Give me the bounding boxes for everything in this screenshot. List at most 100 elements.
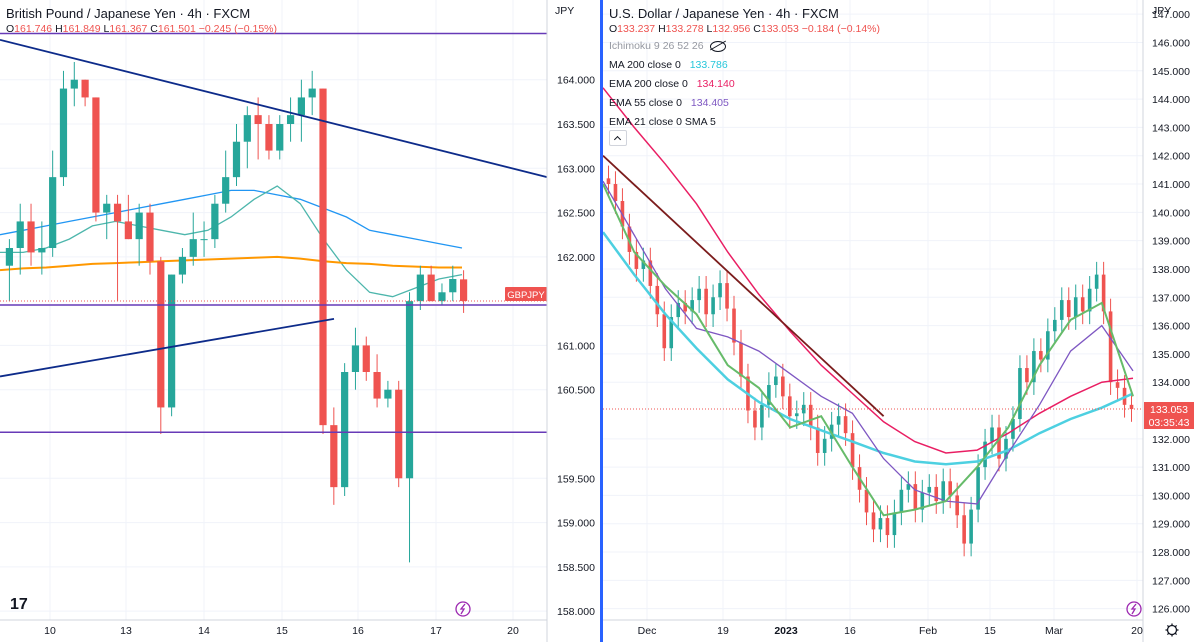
currency-label: JPY: [1152, 5, 1171, 17]
candle-body: [794, 413, 799, 417]
candle-body: [892, 512, 897, 536]
usdjpy-chart-panel[interactable]: JPY 147.000 146.000 145.000 144.000 143.000 14…: [603, 0, 1194, 642]
candle-body: [232, 141, 241, 178]
gbpjpy-ohlc: O161.746 H161.849 L161.367 C161.501 −0.2…: [6, 23, 277, 35]
candle-body: [655, 285, 660, 315]
candle-body: [27, 221, 35, 253]
time-tick-label: Mar: [1045, 625, 1064, 637]
gbpjpy-moving-averages: [0, 185, 463, 298]
candle-body: [969, 509, 973, 544]
candle-body: [157, 261, 165, 408]
candle-body: [265, 124, 273, 151]
indicator-ichimoku[interactable]: Ichimoku 9 26 52 26: [609, 40, 726, 52]
gbpjpy-candles: [5, 62, 468, 563]
indicator-ema200[interactable]: EMA 200 close 0 134.140: [609, 78, 735, 90]
indicator-ema55[interactable]: EMA 55 close 0 134.405: [609, 97, 729, 109]
candle-body: [864, 489, 869, 513]
candle-body: [103, 203, 111, 213]
candle-body: [286, 115, 295, 124]
ohlc-close: 161.501: [157, 23, 196, 35]
replay-icon: [455, 601, 471, 617]
candle-body: [92, 97, 100, 213]
gbpjpy-price-axis[interactable]: JPY 164.000 163.500 163.000 162.500 162.000 16…: [546, 0, 600, 642]
usdjpy-ohlc: O133.237 H133.278 L132.956 C133.053 −0.1…: [609, 23, 880, 35]
candle-body: [983, 441, 987, 468]
candle-body: [135, 212, 143, 240]
ohlc-high: 133.278: [665, 23, 704, 35]
price-tick-label: 127.000: [1152, 575, 1190, 587]
candle-body: [808, 404, 813, 428]
usdjpy-title[interactable]: U.S. Dollar / Japanese Yen · 4h · FXCM: [609, 6, 839, 21]
candle-body: [416, 274, 424, 302]
time-tick-label: 16: [352, 625, 364, 637]
price-tick-label: 159.500: [557, 473, 595, 485]
candle-body: [459, 279, 468, 302]
price-tick-label: 136.000: [1152, 321, 1190, 333]
price-tick-label: 129.000: [1152, 519, 1190, 531]
candle-body: [836, 416, 841, 425]
time-tick-label: 15: [984, 625, 996, 637]
candle-body: [683, 302, 687, 312]
indicator-value: 133.786: [689, 59, 728, 71]
indicator-ma200[interactable]: MA 200 close 0 133.786: [609, 59, 728, 71]
candle-body: [641, 260, 646, 269]
indicator-ema21[interactable]: EMA 21 close 0 SMA 5: [609, 116, 716, 128]
candle-body: [697, 288, 701, 301]
collapse-legend-button[interactable]: [609, 130, 627, 146]
indicator-value: 134.405: [690, 97, 729, 109]
candle-body: [1059, 300, 1064, 320]
settings-gear-icon[interactable]: [1165, 623, 1179, 637]
candle-body: [449, 279, 457, 293]
candle-body: [739, 342, 743, 377]
symbol-tag: [505, 287, 547, 302]
candle-body: [976, 467, 980, 510]
time-tick-label: 10: [44, 625, 56, 637]
price-axis-bg: [1143, 0, 1194, 642]
gbpjpy-chart-panel[interactable]: 164.522GBPJPY161.50103:35:43161.457160.0…: [0, 0, 600, 642]
ohlc-low: 161.367: [109, 23, 148, 35]
candle-body: [1066, 300, 1071, 318]
descending-trendline: [0, 38, 548, 179]
indicator-label: EMA 200 close 0: [609, 78, 688, 90]
candle-body: [788, 396, 792, 417]
price-tick-label: 144.000: [1152, 94, 1190, 106]
panel-divider: [600, 0, 603, 642]
price-tick-label: 161.000: [557, 340, 595, 352]
usdjpy-time-axis[interactable]: Dec 19 2023 16 Feb 15 Mar 20: [603, 601, 1179, 637]
candle-body: [70, 79, 78, 89]
ma200-line: [603, 231, 1134, 466]
ohlc-open: 133.237: [617, 23, 656, 35]
gear-tooth: [1174, 624, 1178, 628]
candle-body: [124, 221, 132, 240]
candle-body: [1087, 288, 1092, 312]
ema55-line: [603, 180, 1134, 505]
candle-body: [767, 385, 771, 405]
candle-body: [49, 177, 57, 248]
time-tick-label: 16: [844, 625, 856, 637]
candle-body: [113, 203, 122, 222]
indicator-value: 134.140: [696, 78, 735, 90]
gbpjpy-time-axis[interactable]: 10 13 14 15 16 17 20: [0, 619, 547, 637]
candle-body: [1032, 351, 1036, 383]
candle-body: [948, 481, 952, 496]
bolt-icon: [459, 603, 466, 615]
candle-body: [222, 177, 230, 204]
price-tick-label: 143.000: [1152, 122, 1190, 134]
candle-body: [276, 124, 284, 151]
symbol-tag-text: GBPJPY: [507, 290, 545, 301]
candle-body: [669, 317, 674, 349]
candle-body: [955, 495, 959, 516]
ohlc-open: 161.746: [14, 23, 53, 35]
hidden-eye-icon[interactable]: [709, 40, 726, 52]
price-tick-label: 140.000: [1152, 207, 1190, 219]
usdjpy-grid: [603, 0, 1143, 620]
candle-body: [362, 345, 370, 372]
candle-body: [168, 274, 176, 408]
gbpjpy-title[interactable]: British Pound / Japanese Yen · 4h · FXCM: [6, 6, 251, 21]
candle-body: [351, 345, 360, 372]
gbpjpy-chart[interactable]: 164.522GBPJPY161.50103:35:43161.457160.0…: [0, 0, 600, 642]
price-tick-label: 163.000: [557, 163, 595, 175]
usdjpy-candles: [606, 165, 1134, 557]
